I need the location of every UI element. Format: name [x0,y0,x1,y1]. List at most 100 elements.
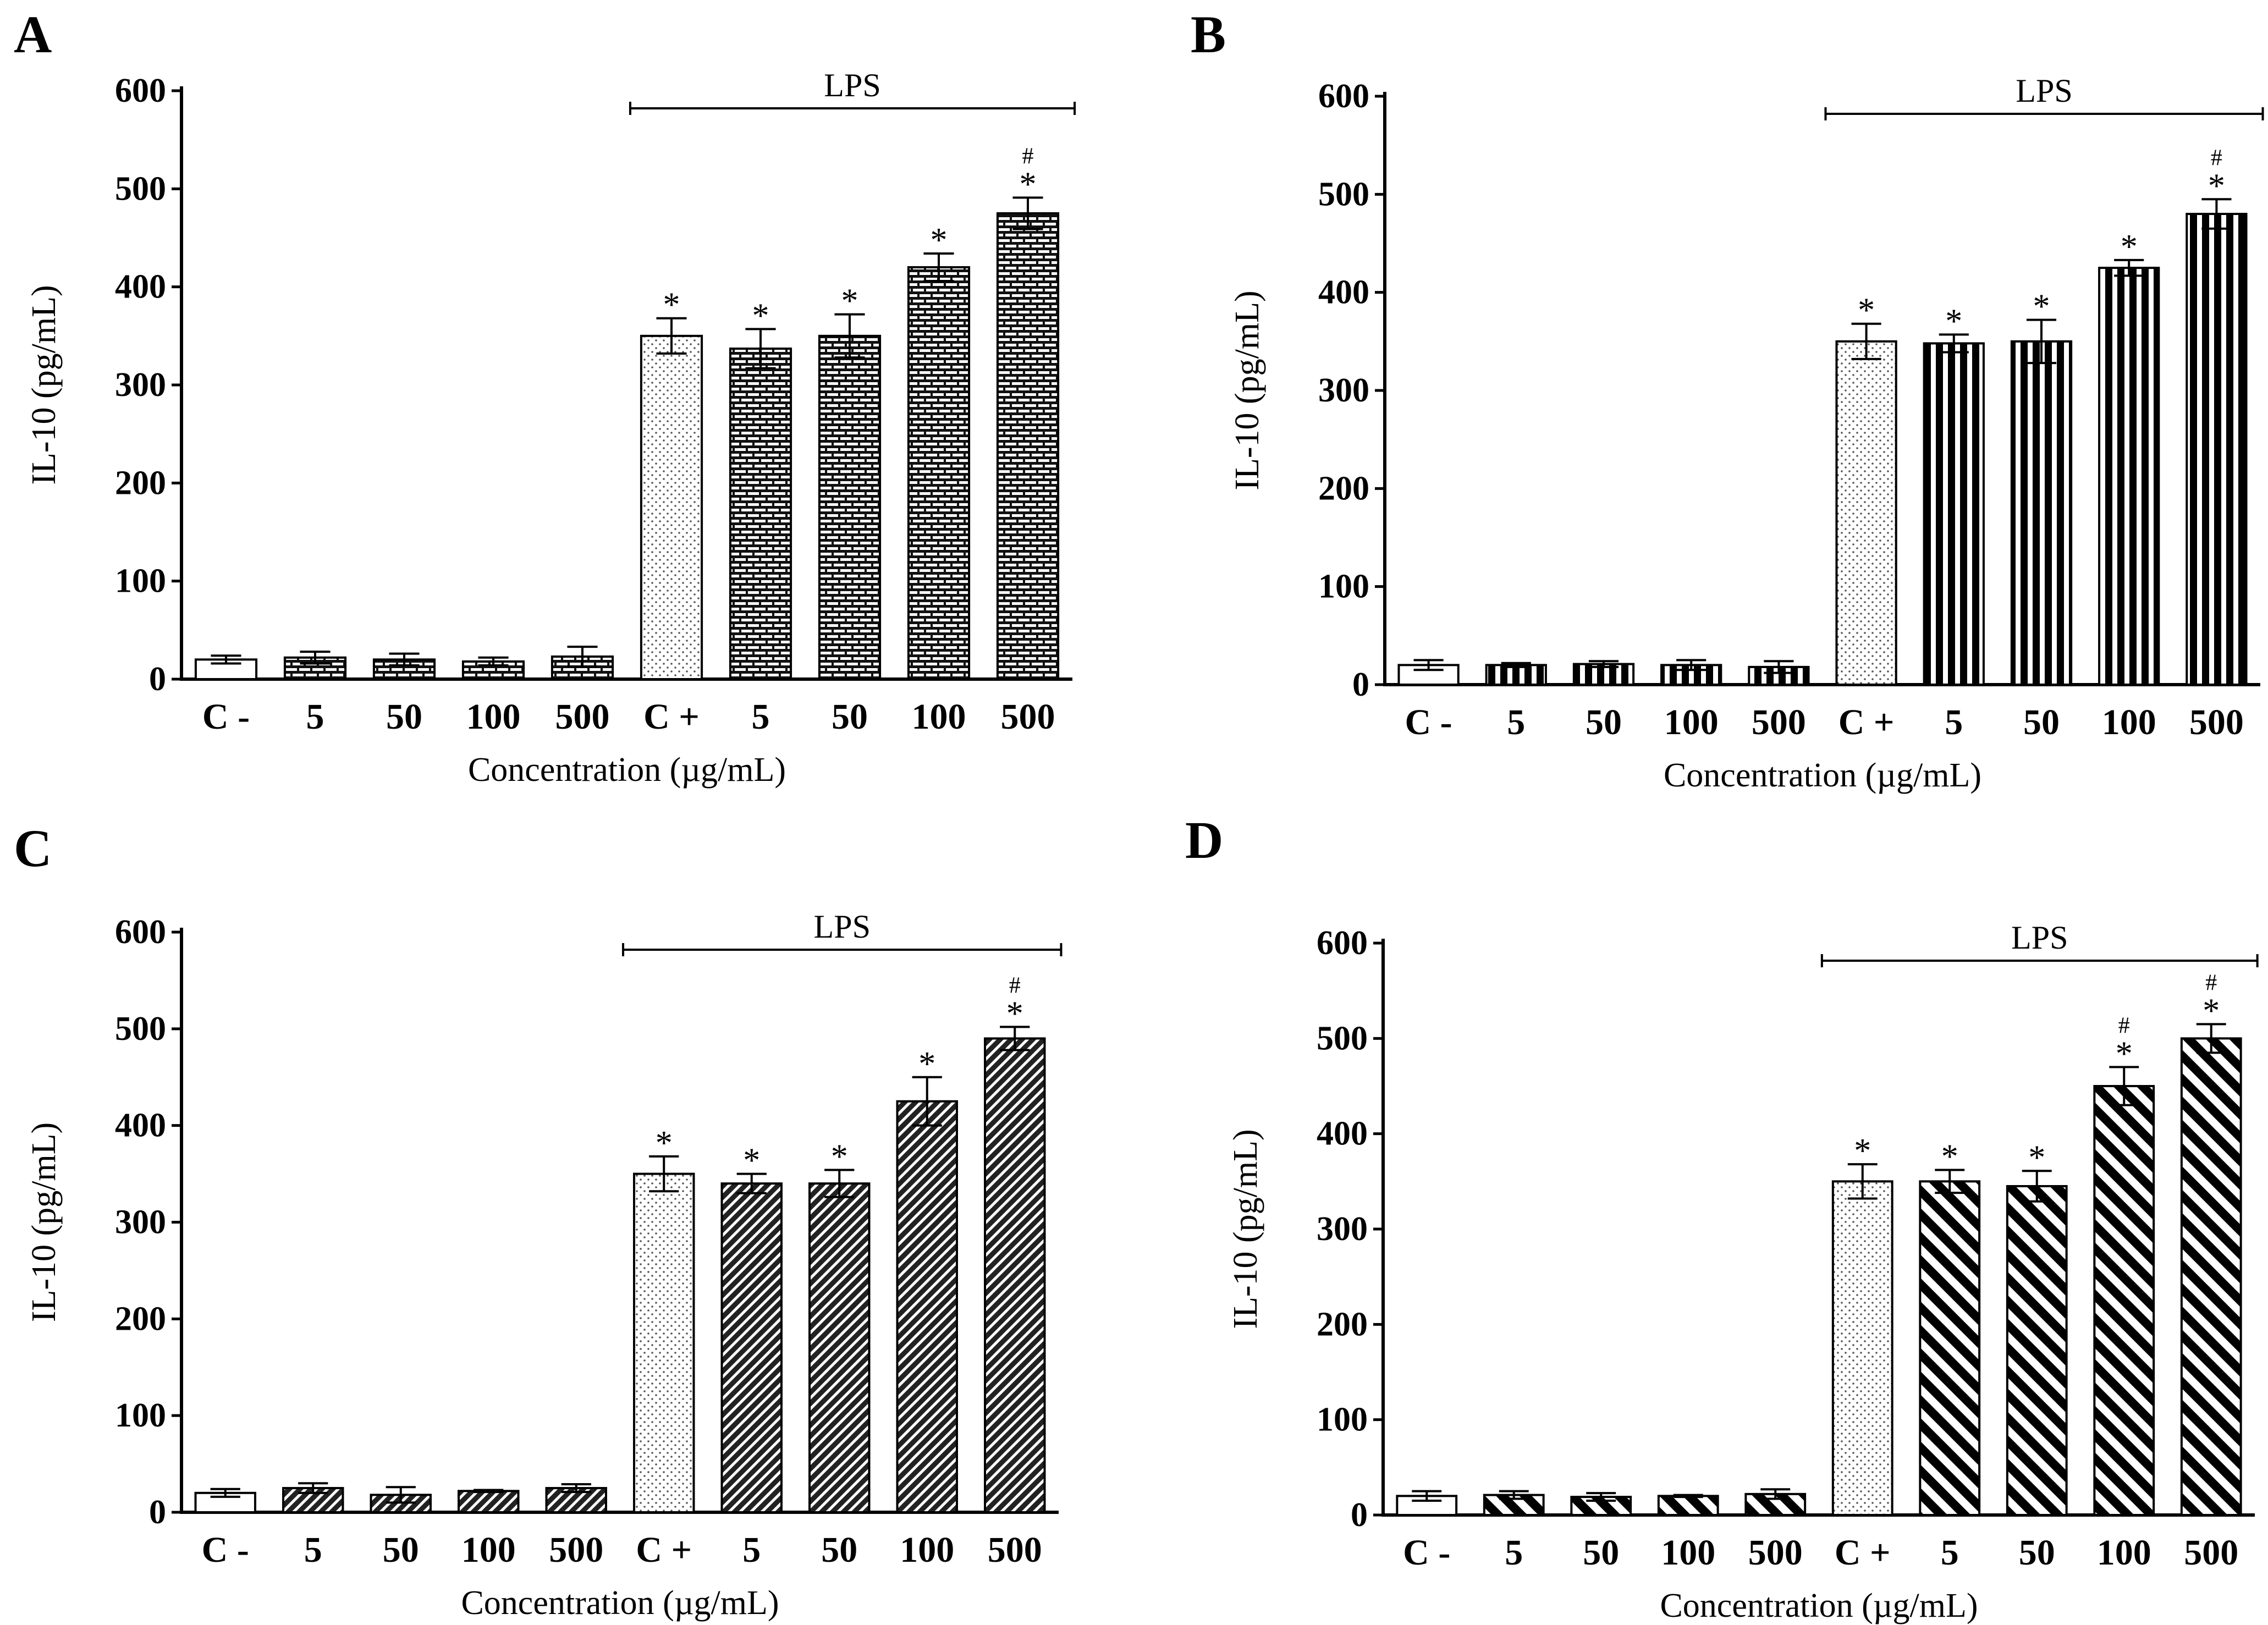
panel-d-bar [2006,1185,2068,1516]
panel-d-significance-star: * [1941,1138,1958,1176]
panel-d-significance-star: * [1854,1132,1871,1170]
panel-b-bar [1835,340,1897,686]
panel-b-y-tick-label: 0 [1352,666,1369,703]
panel-c-category-label: 50 [821,1530,857,1570]
panel-d-bar [2180,1037,2242,1517]
panel-d-category-label: 500 [2184,1533,2238,1573]
panel-a-category-label: 5 [306,697,324,737]
panel-b: B 0 100 200 300 400 500 600 IL-10 (pg/mL) C - 5 50 1… [1191,5,2264,794]
panel-a-category-label: C - [202,697,250,737]
panel-d-bar [1919,1180,1981,1516]
panel-b-category-label: 500 [2189,702,2244,742]
panel-d-y-tick-label: 600 [1317,924,1368,962]
panel-b-y-tick-label: 500 [1318,175,1369,213]
panel-c-bar [896,1100,958,1514]
panel-d-y-tick-label: 100 [1317,1401,1368,1439]
panel-a-y-tick-label: 600 [115,72,166,109]
panel-c-category-label: 500 [549,1530,603,1570]
panel-c-y-tick-label: 200 [115,1300,166,1337]
panel-d-bar [1657,1495,1719,1516]
panel-a-bar [996,212,1060,680]
panel-b-category-label: C - [1405,702,1452,742]
panel-b-significance-hash: # [2211,145,2222,170]
panel-a-y-tick-label: 300 [115,366,166,404]
panel-d-category-label: C - [1403,1533,1450,1573]
panel-a-significance-star: * [931,222,948,259]
panel-b-y-tick-label: 200 [1318,470,1369,507]
panel-a-category-label: 50 [832,697,868,737]
panel-c-y-tick-label: 500 [115,1010,166,1048]
panel-d-category-label: 50 [1583,1533,1619,1573]
panel-b-bar [1923,342,1985,686]
panel-c-lps-label: LPS [814,908,871,945]
panel-d-significance-star: * [2203,992,2220,1029]
panel-c-significance-star: * [918,1045,935,1083]
panel-c-bar [458,1490,520,1513]
panel-d-label: D [1185,811,1223,869]
panel-b-x-axis-title: Concentration (µg/mL) [1664,757,1981,794]
panel-b-category-label: 50 [2023,702,2060,742]
panel-b-category-label: 50 [1586,702,1622,742]
panel-d-category-label: 5 [1941,1533,1959,1573]
panel-c-y-tick-label: 300 [115,1204,166,1241]
panel-d-lps-label: LPS [2011,919,2068,956]
panel-c-bar [633,1172,695,1513]
panel-d-y-tick-label: 200 [1317,1305,1368,1343]
panel-a-y-tick-label: 100 [115,563,166,600]
panel-b-category-label: 100 [2102,702,2156,742]
panel-b-bar [2010,340,2073,686]
panel-b-bar [2186,213,2248,686]
panel-b-category-label: 500 [1752,702,1806,742]
panel-a-category-label: 500 [1001,697,1055,737]
panel-d-category-label: 100 [2097,1533,2151,1573]
panel-a-category-label: 100 [466,697,521,737]
panel-c-bar [808,1182,871,1514]
panel-b-y-tick-label: 100 [1318,568,1369,605]
panel-c-significance-star: * [831,1138,848,1176]
panel-b-category-label: C + [1838,702,1895,742]
panel-a: A 0 100 200 300 400 500 600 IL-10 (pg/mL) C - 5 50 1… [14,5,1076,789]
panel-c-y-tick-label: 400 [115,1107,166,1144]
panel-a-category-label: C + [643,697,700,737]
panel-c-category-label: 100 [900,1530,954,1570]
panel-b-bar [1572,663,1635,686]
panel-c-y-tick-label: 100 [115,1397,166,1434]
panel-a-y-tick-label: 0 [149,660,166,698]
panel-b-category-label: 5 [1945,702,1963,742]
panel-c-category-label: 5 [304,1530,322,1570]
panel-d-significance-hash: # [2118,1013,2130,1038]
panel-a-bar [907,266,971,680]
panel-c-category-label: 50 [383,1530,419,1570]
panel-d-significance-hash: # [2205,970,2217,995]
panel-c-significance-star: * [1006,995,1023,1032]
panel-c-category-label: 100 [461,1530,516,1570]
panel-c-y-axis-title: IL-10 (pg/mL) [25,1122,63,1322]
panel-c-significance-hash: # [1009,973,1021,998]
panel-b-significance-star: * [1858,292,1875,329]
panel-d-category-label: 5 [1505,1533,1523,1573]
panel-a-significance-star: * [1020,166,1037,203]
panel-a-significance-star: * [841,283,858,320]
panel-a-category-label: 100 [912,697,966,737]
panel-c-category-label: C - [202,1530,249,1570]
panel-c-category-label: C + [636,1530,692,1570]
panel-c-bar [984,1037,1046,1513]
panel-a-category-label: 500 [555,697,610,737]
panel-d-significance-star: * [2028,1139,2045,1176]
panel-d-y-axis-title: IL-10 (pg/mL) [1227,1129,1264,1329]
panel-c-significance-star: * [743,1142,760,1180]
panel-a-y-tick-label: 400 [115,268,166,306]
panel-b-y-axis-title: IL-10 (pg/mL) [1229,290,1266,490]
panel-d-y-tick-label: 300 [1317,1210,1368,1248]
panel-d-significance-star: * [2116,1035,2133,1072]
panel-a-y-axis-title: IL-10 (pg/mL) [25,285,63,484]
panel-b-significance-star: * [1945,302,1962,340]
panel-c: C 0 100 200 300 400 500 600 IL-10 (pg/mL) C - 5 50 1… [14,819,1063,1622]
panel-c-x-axis-title: Concentration (µg/mL) [461,1584,779,1622]
panel-c-bar [720,1182,783,1514]
panel-b-category-label: 100 [1664,702,1719,742]
panel-a-significance-star: * [663,287,680,324]
panel-a-significance-hash: # [1022,144,1034,169]
